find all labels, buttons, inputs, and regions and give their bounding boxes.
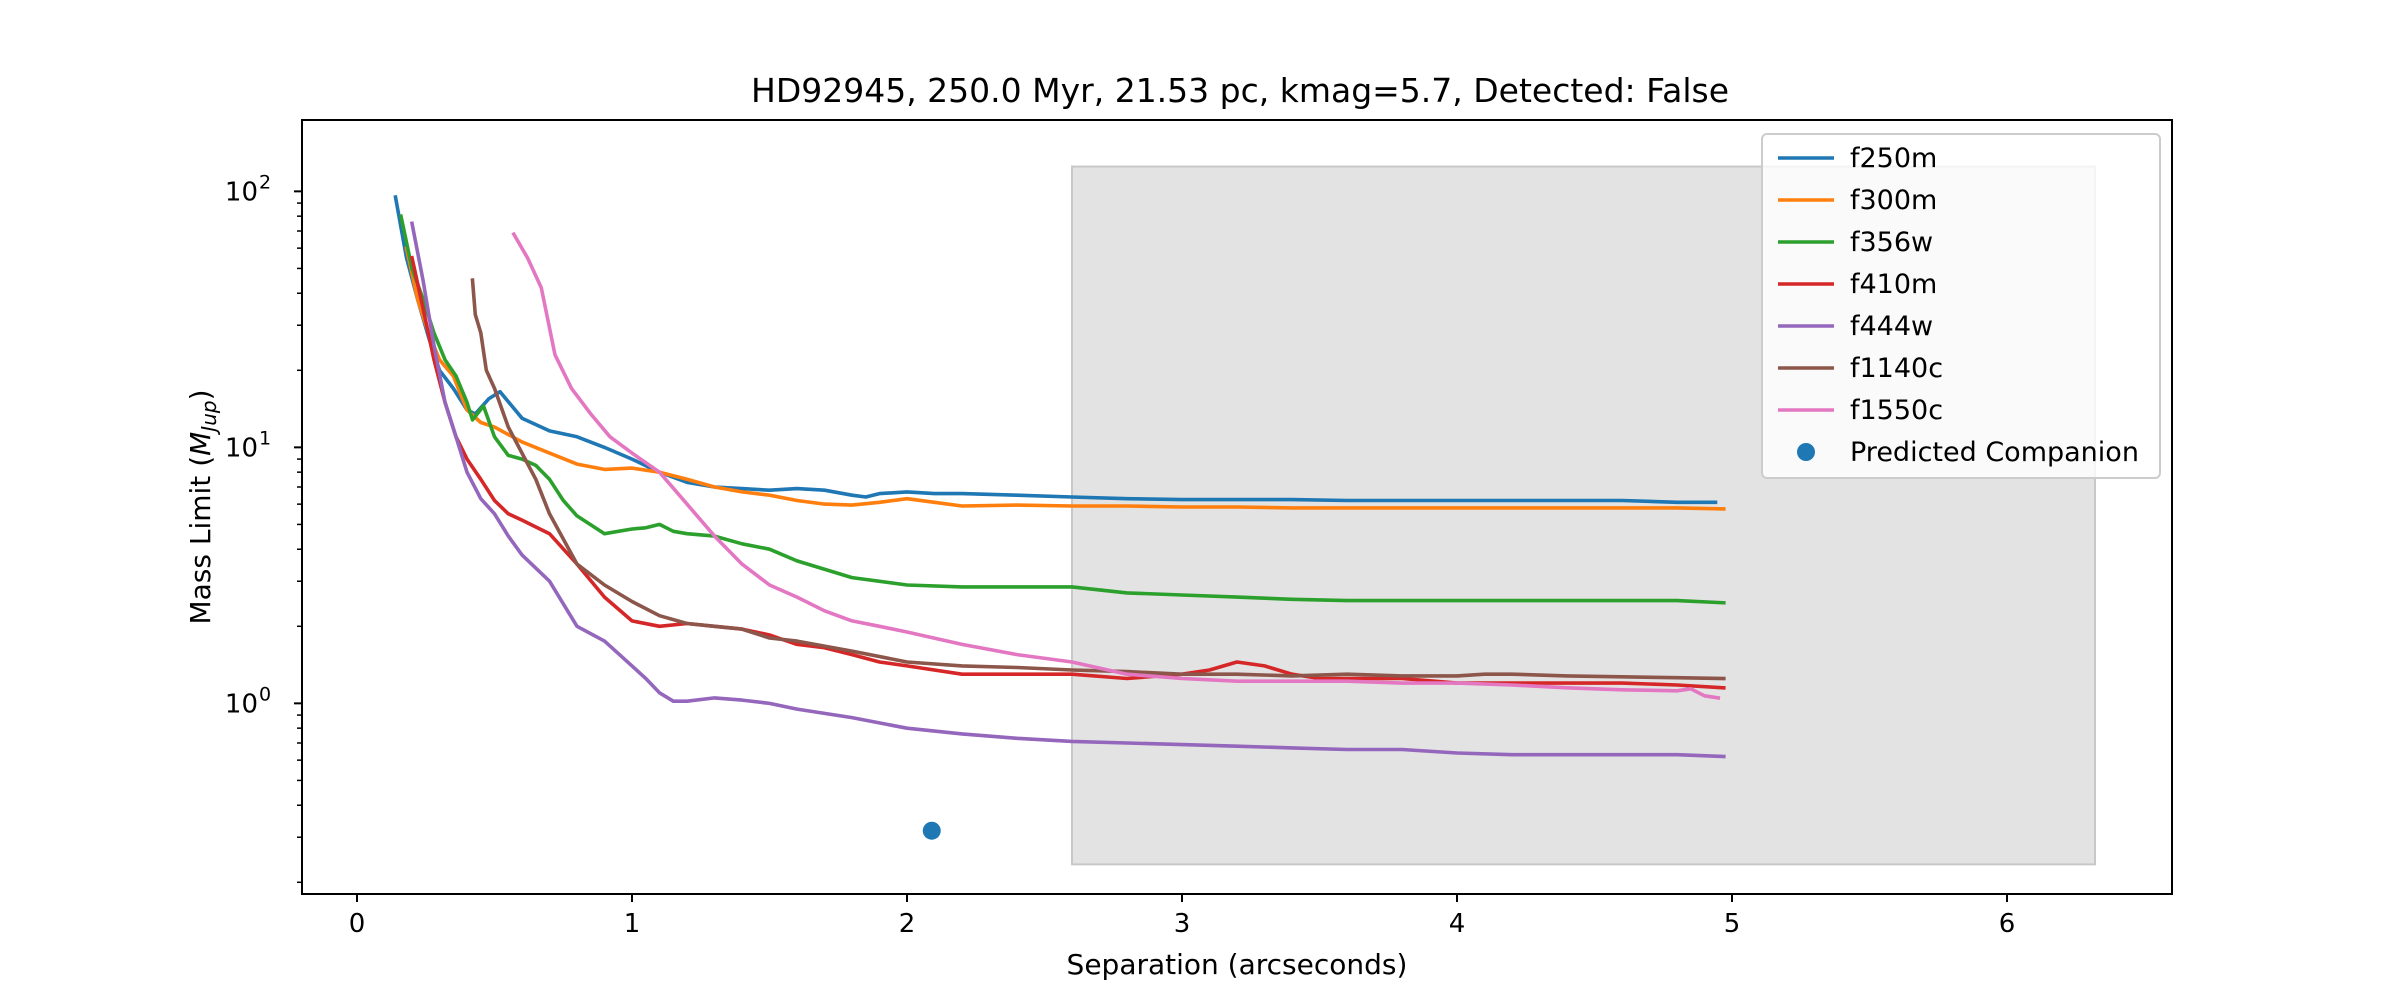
x-tick-label: 4 bbox=[1449, 909, 1466, 939]
legend: f250m f300m f356w f410m f444w f1140c f1550c Pre… bbox=[1761, 133, 2161, 479]
y-axis-label-symbol: M bbox=[184, 432, 217, 456]
y-axis-label: Mass Limit (MJup) bbox=[184, 389, 221, 624]
series-line-f250m bbox=[393, 195, 1718, 505]
y-axis-label-subscript: Jup bbox=[197, 400, 221, 435]
legend-label-f1140c: f1140c bbox=[1850, 353, 1943, 384]
predicted-companion-point bbox=[922, 821, 941, 840]
x-tick-label: 6 bbox=[1999, 909, 2016, 939]
y-tick-label: 10 bbox=[225, 177, 258, 207]
scatter-layer bbox=[922, 821, 941, 840]
y-axis-label-close: ) bbox=[184, 389, 217, 400]
y-tick-exponent: 2 bbox=[259, 171, 271, 193]
y-tick-exponent: 0 bbox=[259, 683, 271, 705]
series-line-f356w bbox=[398, 214, 1726, 605]
legend-box bbox=[1761, 133, 2161, 479]
chart-title: HD92945, 250.0 Myr, 21.53 pc, kmag=5.7, … bbox=[751, 71, 1729, 110]
series-line-f1550c bbox=[511, 231, 1721, 700]
legend-label-predicted-companion: Predicted Companion bbox=[1850, 437, 2139, 468]
legend-swatch-predicted-companion bbox=[1797, 443, 1815, 461]
x-axis-ticks: 0 1 2 3 4 5 6 bbox=[349, 894, 2016, 939]
y-tick-base: 10 bbox=[225, 433, 258, 463]
y-tick-base: 10 bbox=[225, 177, 258, 207]
y-tick-label: 10 bbox=[225, 689, 258, 719]
plot-frame bbox=[301, 119, 2173, 895]
legend-label-f444w: f444w bbox=[1850, 311, 1933, 342]
x-tick-label: 1 bbox=[624, 909, 641, 939]
legend-label-f356w: f356w bbox=[1850, 227, 1933, 258]
y-tick-label: 10 bbox=[225, 433, 258, 463]
x-tick-label: 2 bbox=[899, 909, 916, 939]
legend-label-f410m: f410m bbox=[1850, 269, 1937, 300]
legend-label-f300m: f300m bbox=[1850, 185, 1937, 216]
y-axis-label-text: Mass Limit ( bbox=[184, 456, 217, 625]
legend-label-f1550c: f1550c bbox=[1850, 395, 1943, 426]
series-line-f1140c bbox=[470, 278, 1726, 681]
x-tick-label: 3 bbox=[1174, 909, 1191, 939]
y-tick-exponent: 1 bbox=[259, 427, 271, 449]
legend-items: f250m f300m f356w f410m f444w f1140c f1550c Pre… bbox=[1778, 143, 2139, 468]
x-tick-label: 5 bbox=[1724, 909, 1741, 939]
legend-label-f250m: f250m bbox=[1850, 143, 1937, 174]
y-tick-base: 10 bbox=[225, 689, 258, 719]
x-tick-label: 0 bbox=[349, 909, 366, 939]
series-line-f444w bbox=[409, 221, 1726, 759]
x-axis-label: Separation (arcseconds) bbox=[1067, 948, 1408, 981]
series-line-f300m bbox=[404, 246, 1726, 511]
series-layer bbox=[393, 195, 1726, 759]
series-line-f410m bbox=[409, 255, 1726, 690]
